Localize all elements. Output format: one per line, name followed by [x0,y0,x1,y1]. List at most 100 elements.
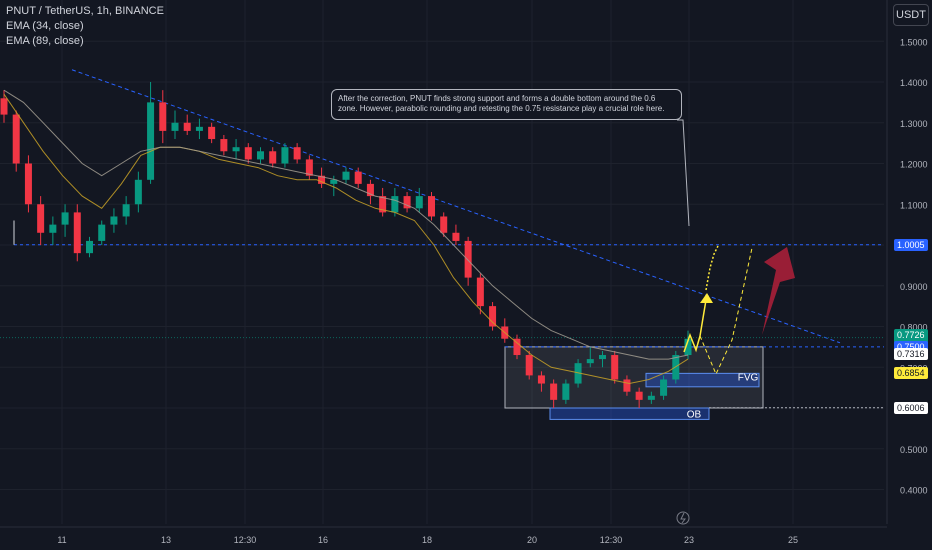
price-tick-label: 0.5000 [900,445,928,455]
candle-body [623,379,631,392]
candle-body [269,151,277,164]
ema-series [3,89,689,385]
price-tag: 1.0005 [894,238,928,251]
annotation-callout[interactable]: After the correction, PNUT finds strong … [331,89,682,120]
time-tick-label: 12:30 [234,535,257,545]
candle-body [513,338,521,356]
candle-body [379,196,387,213]
candle-body [24,163,32,205]
candle-body [635,391,643,400]
ema-89-line [3,89,689,360]
price-tick-label: 0.4000 [900,486,928,496]
candlestick-series [0,82,692,408]
chart-drawings-back: FVG OB [0,69,884,420]
last-price-value: 0.7726 [897,329,925,340]
candle-body [208,126,216,140]
price-tick-label: 1.1000 [900,200,928,210]
ob-zone [549,407,710,420]
time-tick-label: 18 [422,535,432,545]
price-tag: 0.6854 [894,367,928,380]
callout-pointer [677,119,690,227]
candle-body [159,102,167,131]
candle-body [134,179,142,205]
candle-body [525,355,533,376]
currency-button[interactable]: USDT [893,4,929,26]
price-tag: 0.7316 [894,348,928,361]
lightning-icon [676,511,690,525]
candle-body [12,114,20,164]
candle-body [403,196,411,209]
fvg-zone-label: FVG [738,373,759,384]
price-tick-label: 0.8000 [900,323,928,333]
candle-body [0,98,8,115]
candle-body [293,147,301,160]
candle-body [110,216,118,225]
ema-89-legend[interactable]: EMA (89, close) [6,35,84,47]
candle-body [73,212,81,254]
candle-body [354,171,362,184]
candle-body [61,212,69,225]
price-tick-label: 0.9000 [900,282,928,292]
ema-34-line [3,93,689,385]
candle-body [122,204,130,217]
candle-body [599,355,606,360]
chart-drawings-front [677,119,795,376]
price-tick-label: 1.3000 [900,119,928,129]
chart-legend: PNUT / TetherUS, 1h, BINANCE EMA (34, cl… [6,4,164,49]
time-tick-label: 13 [161,535,171,545]
candle-body [232,147,240,152]
candle-body [562,383,570,400]
projection-arrowhead [700,293,713,303]
candle-body [49,224,57,233]
descending-trendline [71,69,841,344]
candle-body [476,277,484,307]
candle-body [489,306,497,327]
candle-body [391,196,399,213]
candle-body [37,204,45,233]
candle-body [257,151,264,160]
candle-body [330,179,338,184]
candle-body [305,159,313,176]
time-tick-label: 23 [684,535,694,545]
candle-body [464,240,472,278]
candle-body [586,359,594,364]
ema-34-legend[interactable]: EMA (34, close) [6,20,84,32]
bullish-arrow [762,247,795,335]
candle-body [183,122,191,131]
candle-body [684,338,692,356]
price-tick-label: 1.5000 [900,37,928,47]
candle-body [611,355,619,380]
candle-body [415,196,423,209]
candle-body [220,139,228,152]
candle-body [550,383,558,400]
dotted-projection [705,245,719,291]
time-axis[interactable]: 11 13 12:30 16 18 20 12:30 23 25 [57,511,798,545]
candle-body [342,171,350,180]
candle-body [98,224,106,241]
time-tick-label: 20 [527,535,537,545]
time-tick-label: 11 [57,535,66,545]
candle-body [452,232,460,241]
candle-body [428,196,435,217]
candle-body [647,395,655,400]
candle-body [86,240,93,254]
candle-body [318,175,326,184]
candle-body [171,122,179,131]
price-tick-label: 1.2000 [900,160,928,170]
price-tag: 0.6006 [894,401,928,414]
yellow-zigzag [683,332,701,353]
candle-body [440,216,448,233]
symbol-title[interactable]: PNUT / TetherUS, 1h, BINANCE [6,5,164,17]
price-tick-label: 1.4000 [900,78,928,88]
candle-body [366,183,374,197]
projection-arrow-up [699,299,707,337]
candle-body [281,147,289,164]
time-tick-label: 25 [788,535,798,545]
lightning-glyph [680,512,686,524]
candle-body [147,102,155,180]
time-tick-label: 16 [318,535,328,545]
ob-zone-label: OB [687,409,702,420]
time-tick-label: 12:30 [600,535,623,545]
candle-body [244,147,252,160]
